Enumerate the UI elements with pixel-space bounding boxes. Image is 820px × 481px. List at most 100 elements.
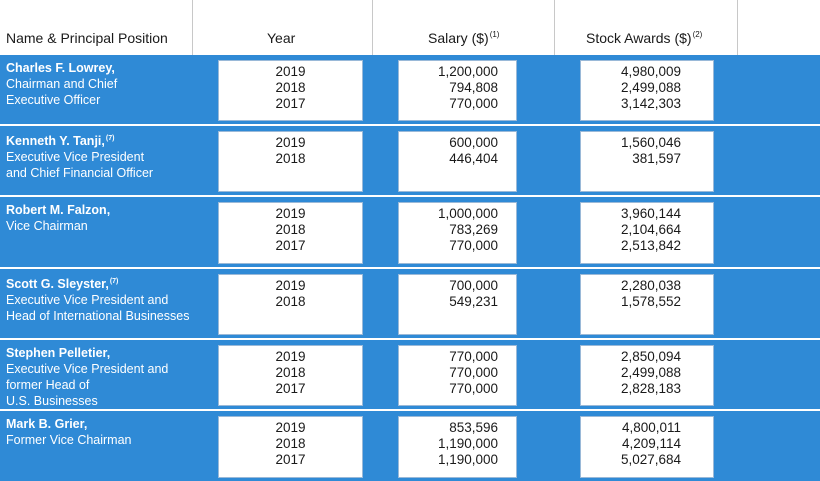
header-name-label: Name & Principal Position — [6, 30, 168, 46]
year-cell-values: 2019 2018 — [219, 135, 362, 167]
stock-awards-cell-value: 4,980,009 — [620, 64, 681, 79]
executive-name-text: Scott G. Sleyster, — [6, 277, 109, 291]
salary-cell: 600,000 446,404 — [398, 131, 517, 192]
executive-name: Robert M. Falzon, — [6, 202, 192, 218]
stock-awards-cell-values: 4,980,009 2,499,088 3,142,303 — [621, 64, 681, 112]
executive-name: Stephen Pelletier, — [6, 345, 192, 361]
stock-awards-cell-values: 2,850,094 2,499,088 2,828,183 — [621, 349, 681, 397]
executive-name-text: Charles F. Lowrey, — [6, 61, 115, 75]
header-name-position: Name & Principal Position — [6, 30, 168, 46]
table-row: Stephen Pelletier, Executive Vice Preside… — [0, 340, 820, 409]
table-row: Mark B. Grier, Former Vice Chairman 2019 20… — [0, 411, 820, 481]
year-cell-value: 2019 — [275, 135, 306, 150]
stock-awards-cell-values: 2,280,038 1,578,552 — [621, 278, 681, 310]
year-cell: 2019 2018 2017 — [218, 345, 363, 406]
name-position-cell: Scott G. Sleyster,(7) Executive Vice Pres… — [6, 274, 192, 324]
stock-awards-cell-values: 4,800,011 4,209,114 5,027,684 — [621, 420, 681, 468]
stock-awards-cell-value: 1,560,046 — [620, 135, 681, 150]
salary-cell-value: 770,000 — [449, 381, 498, 396]
stock-awards-cell-value: 5,027,684 — [620, 452, 681, 467]
executive-name-text: Mark B. Grier, — [6, 417, 88, 431]
table-row: Kenneth Y. Tanji,(7) Executive Vice Presi… — [0, 126, 820, 195]
year-cell-value: 2018 — [275, 365, 306, 380]
stock-awards-cell: 2,280,038 1,578,552 — [580, 274, 714, 335]
year-cell-value: 2017 — [275, 238, 306, 253]
stock-awards-cell-value: 2,499,088 — [620, 80, 681, 95]
name-position-cell: Stephen Pelletier, Executive Vice Preside… — [6, 345, 192, 409]
salary-cell-values: 853,596 1,190,000 1,190,000 — [438, 420, 498, 468]
salary-cell-values: 770,000 770,000 770,000 — [449, 349, 498, 397]
salary-cell-value: 783,269 — [449, 222, 498, 237]
year-cell-value: 2017 — [275, 381, 306, 396]
year-cell-value: 2017 — [275, 452, 306, 467]
salary-cell-value: 1,190,000 — [437, 436, 498, 451]
position-title: Head of International Businesses — [6, 309, 190, 323]
salary-cell-values: 1,200,000 794,808 770,000 — [438, 64, 498, 112]
year-cell-values: 2019 2018 2017 — [219, 420, 362, 468]
salary-cell-values: 600,000 446,404 — [449, 135, 498, 167]
salary-cell-value: 700,000 — [449, 278, 498, 293]
salary-cell: 1,200,000 794,808 770,000 — [398, 60, 517, 121]
name-position-cell: Robert M. Falzon, Vice Chairman — [6, 202, 192, 234]
footnote-marker: (7) — [105, 135, 115, 142]
salary-cell-value: 1,190,000 — [437, 452, 498, 467]
position-title: Vice Chairman — [6, 219, 88, 233]
column-divider — [737, 0, 738, 55]
year-cell: 2019 2018 2017 — [218, 202, 363, 264]
stock-awards-cell-values: 3,960,144 2,104,664 2,513,842 — [621, 206, 681, 254]
salary-cell-value: 549,231 — [449, 294, 498, 309]
year-cell-values: 2019 2018 2017 — [219, 64, 362, 112]
stock-awards-cell: 3,960,144 2,104,664 2,513,842 — [580, 202, 714, 264]
year-cell-value: 2018 — [275, 436, 306, 451]
header-year-label: Year — [267, 30, 296, 46]
year-cell-value: 2017 — [275, 96, 306, 111]
salary-cell-values: 700,000 549,231 — [449, 278, 498, 310]
stock-awards-cell-value: 2,104,664 — [620, 222, 681, 237]
position-title: Executive Vice President and — [6, 293, 169, 307]
year-cell-values: 2019 2018 2017 — [219, 349, 362, 397]
year-cell-value: 2018 — [275, 151, 306, 166]
stock-awards-cell: 4,980,009 2,499,088 3,142,303 — [580, 60, 714, 121]
stock-awards-cell-value: 2,513,842 — [620, 238, 681, 253]
year-cell: 2019 2018 2017 — [218, 60, 363, 121]
stock-awards-cell-value: 3,960,144 — [620, 206, 681, 221]
stock-awards-cell-value: 3,142,303 — [620, 96, 681, 111]
year-cell-value: 2019 — [275, 349, 306, 364]
position-title: Chairman and Chief — [6, 77, 118, 91]
footnote-marker: (7) — [109, 278, 119, 285]
column-divider — [192, 0, 193, 55]
year-cell-value: 2019 — [275, 420, 306, 435]
position-title: Executive Vice President and — [6, 362, 169, 376]
executive-name-text: Stephen Pelletier, — [6, 346, 111, 360]
header-salary-note: (1) — [489, 30, 500, 39]
executive-name-text: Kenneth Y. Tanji, — [6, 134, 105, 148]
name-position-cell: Kenneth Y. Tanji,(7) Executive Vice Presi… — [6, 131, 192, 181]
salary-cell-value: 770,000 — [449, 238, 498, 253]
salary-cell-value: 600,000 — [449, 135, 498, 150]
header-salary: Salary ($)(1) — [428, 30, 499, 46]
year-cell-value: 2018 — [275, 222, 306, 237]
stock-awards-cell-value: 1,578,552 — [620, 294, 681, 309]
position-title: Executive Vice President — [6, 150, 145, 164]
name-position-cell: Mark B. Grier, Former Vice Chairman — [6, 416, 192, 448]
year-cell-value: 2019 — [275, 278, 306, 293]
table-row: Robert M. Falzon, Vice Chairman 2019 2018 20… — [0, 197, 820, 267]
salary-cell-values: 1,000,000 783,269 770,000 — [438, 206, 498, 254]
stock-awards-cell: 1,560,046 381,597 — [580, 131, 714, 192]
stock-awards-cell: 2,850,094 2,499,088 2,828,183 — [580, 345, 714, 406]
position-title: former Head of — [6, 378, 90, 392]
executive-name: Scott G. Sleyster,(7) — [6, 274, 192, 292]
column-divider — [372, 0, 373, 55]
year-cell: 2019 2018 2017 — [218, 416, 363, 478]
salary-cell-value: 853,596 — [449, 420, 498, 435]
year-cell: 2019 2018 — [218, 131, 363, 192]
executive-name: Kenneth Y. Tanji,(7) — [6, 131, 192, 149]
header-stock-note: (2) — [692, 30, 703, 39]
position-title: Former Vice Chairman — [6, 433, 132, 447]
year-cell-values: 2019 2018 2017 — [219, 206, 362, 254]
salary-cell: 700,000 549,231 — [398, 274, 517, 335]
salary-cell-value: 770,000 — [449, 349, 498, 364]
table-row: Charles F. Lowrey, Chairman and Chief Exec… — [0, 55, 820, 124]
year-cell-values: 2019 2018 — [219, 278, 362, 310]
year-cell-value: 2019 — [275, 64, 306, 79]
